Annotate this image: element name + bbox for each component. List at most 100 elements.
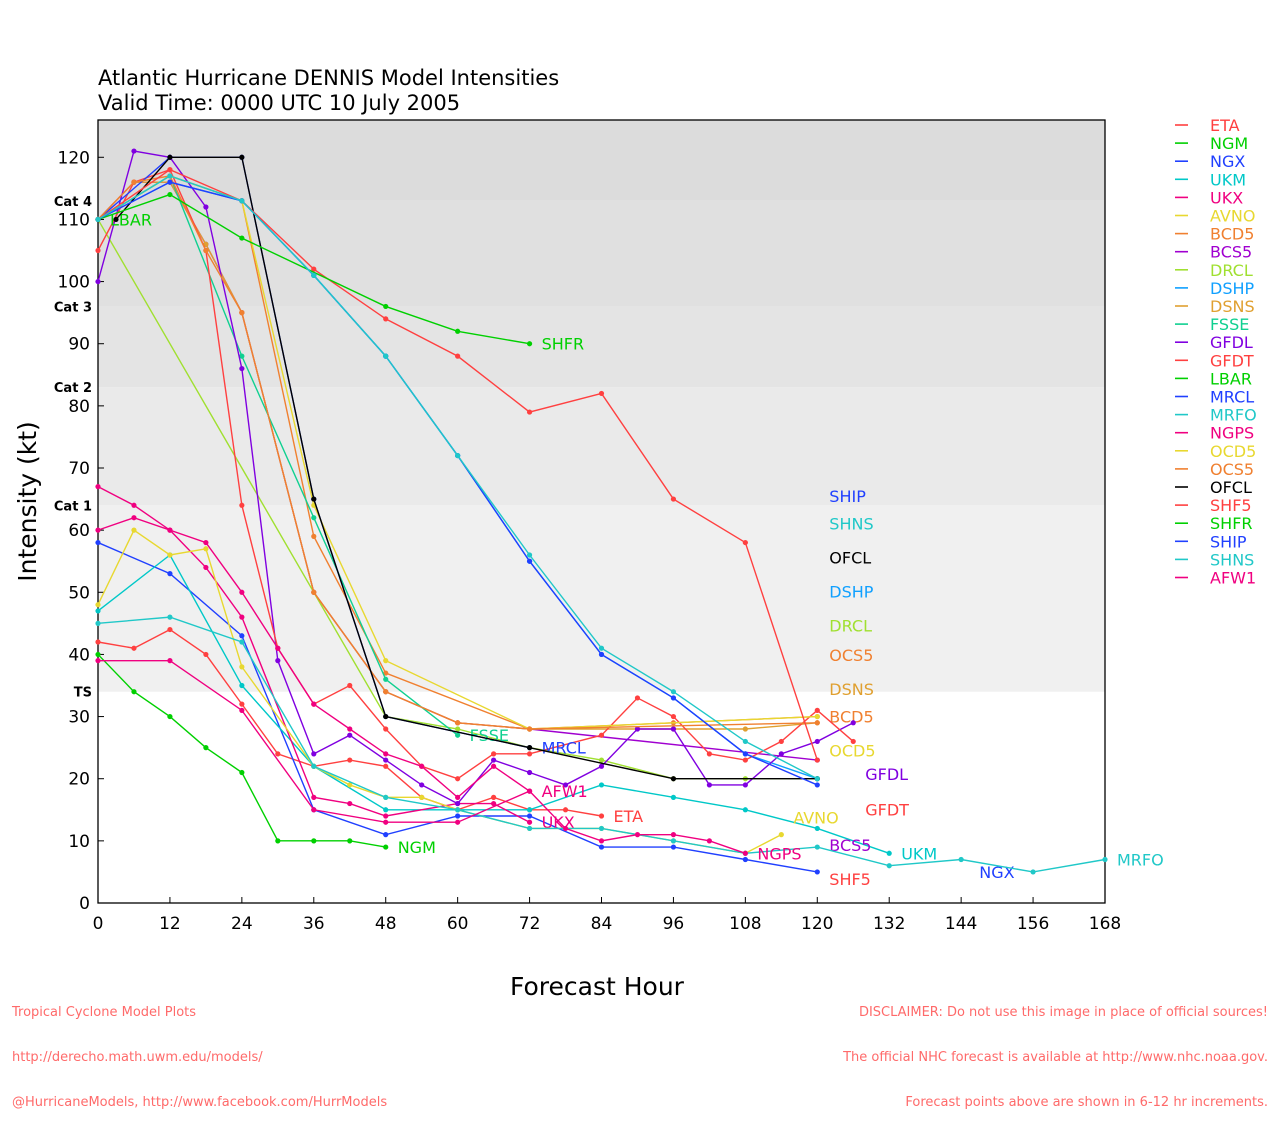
data-point-ngps — [562, 825, 569, 832]
chart-subtitle: Valid Time: 0000 UTC 10 July 2005 — [98, 91, 461, 115]
data-point-shfr — [455, 328, 461, 334]
category-label: Cat 3 — [54, 300, 92, 315]
data-point-ukm — [526, 807, 533, 813]
data-point-dsns — [203, 241, 209, 247]
x-tick-label: 24 — [231, 914, 253, 934]
data-point-bcd5 — [383, 670, 389, 676]
data-point-ukm — [814, 825, 820, 832]
data-point-shf5 — [526, 409, 533, 415]
data-point-ngx — [383, 832, 389, 838]
data-point-mrfo — [1102, 856, 1108, 863]
legend-entry: FSSE — [1210, 315, 1249, 334]
data-point-eta — [239, 701, 245, 707]
data-point-eta — [131, 645, 137, 651]
legend-entry: OFCL — [1210, 478, 1252, 497]
data-point-gfdl — [95, 278, 101, 285]
data-point-bcd5 — [311, 533, 317, 539]
data-point-shf5 — [455, 353, 461, 359]
x-tick-label: 120 — [801, 914, 833, 934]
footer-line: http://derecho.math.uwm.edu/models/ — [12, 1050, 263, 1065]
chart-title: Atlantic Hurricane DENNIS Model Intensit… — [98, 66, 560, 90]
legend-entry: SHFR — [1210, 514, 1253, 533]
legend-entry: UKM — [1210, 170, 1246, 189]
y-tick-label: 10 — [68, 832, 90, 852]
legend-entry: MRCL — [1210, 388, 1254, 407]
series-line-shfr — [97, 193, 530, 345]
data-point-ocd5 — [383, 658, 389, 664]
series-end-label: SHF5 — [829, 870, 871, 889]
y-tick-label: 40 — [68, 645, 90, 665]
footer-line: Tropical Cyclone Model Plots — [12, 1005, 197, 1020]
intensity-chart: TS Cat 1 Cat 2 Cat 3 Cat 4 0 12 24 36 48 60 72 84 96 1… — [13, 116, 1257, 934]
data-point-shns — [814, 776, 820, 782]
series-end-label: ETA — [614, 807, 644, 826]
data-point-gfdl — [419, 782, 425, 788]
legend-entry: DSNS — [1210, 297, 1255, 316]
data-point-shfr — [383, 303, 389, 310]
data-point-mrfo — [814, 844, 820, 850]
legend-entry: AFW1 — [1210, 569, 1256, 588]
data-point-ngm — [239, 769, 245, 776]
data-point-shf5 — [311, 266, 317, 272]
data-point-gfdt — [814, 707, 820, 713]
data-point-ngps — [95, 658, 101, 664]
data-point-ship — [742, 751, 748, 757]
category-band — [98, 200, 1105, 307]
series-end-label: OCS5 — [829, 646, 873, 665]
footer-line: Forecast points above are shown in 6-12 … — [905, 1095, 1268, 1110]
data-point-ocs5 — [814, 720, 820, 726]
data-point-ukm — [598, 782, 605, 788]
data-point-gfdt — [491, 751, 497, 757]
data-point-shfr — [167, 191, 173, 198]
data-point-eta — [95, 639, 101, 645]
data-point-gfdt — [95, 247, 101, 254]
data-point-gfdt — [634, 695, 641, 701]
y-tick-label: 80 — [68, 397, 90, 417]
data-point-afw1 — [419, 763, 425, 769]
category-band — [98, 306, 1105, 388]
data-point-gfdt — [706, 751, 712, 757]
data-point-shns — [598, 645, 605, 651]
data-point-gfdt — [598, 732, 605, 738]
data-point-shns — [383, 353, 389, 359]
data-point-ofcl — [113, 216, 119, 223]
legend-entry: UKX — [1210, 188, 1243, 207]
data-point-gfdl — [778, 751, 784, 757]
data-point-shfr — [239, 235, 245, 241]
data-point-eta — [167, 626, 173, 633]
data-point-ukm — [670, 794, 677, 800]
data-point-ngx — [598, 844, 605, 850]
series-end-label: SHIP — [829, 487, 866, 506]
data-point-eta — [347, 757, 353, 763]
x-tick-label: 144 — [945, 914, 977, 934]
series-end-label: OCD5 — [829, 742, 875, 761]
data-point-shns — [95, 216, 101, 223]
x-axis-label: Forecast Hour — [510, 972, 684, 1001]
legend-entry: NGM — [1210, 134, 1248, 153]
data-point-shns — [311, 272, 317, 278]
category-band — [98, 120, 1105, 201]
data-point-ngx — [814, 869, 820, 875]
data-point-ngps — [239, 707, 245, 713]
data-point-ngps — [742, 850, 748, 856]
series-end-label: DRCL — [829, 617, 872, 636]
data-point-shns — [526, 552, 533, 558]
series-end-label: MRFO — [1117, 851, 1164, 870]
data-point-avno — [203, 546, 209, 552]
data-point-gfdl — [491, 757, 497, 763]
category-label: Cat 2 — [54, 381, 92, 396]
y-tick-label: 110 — [58, 210, 90, 230]
data-point-ofcl — [383, 713, 389, 720]
data-point-afw1 — [275, 645, 281, 651]
legend-entry: OCD5 — [1210, 442, 1256, 461]
x-tick-label: 96 — [663, 914, 685, 934]
data-point-mrfo — [598, 825, 605, 832]
data-point-mrfo — [167, 614, 173, 620]
series-end-label: UKM — [901, 844, 937, 863]
legend-entry: SHNS — [1210, 550, 1254, 569]
data-point-gfdl — [742, 782, 748, 788]
data-point-ocd5 — [814, 713, 820, 720]
x-tick-label: 168 — [1089, 914, 1121, 934]
data-point-ukm — [886, 850, 892, 856]
data-point-mrfo — [239, 639, 245, 645]
